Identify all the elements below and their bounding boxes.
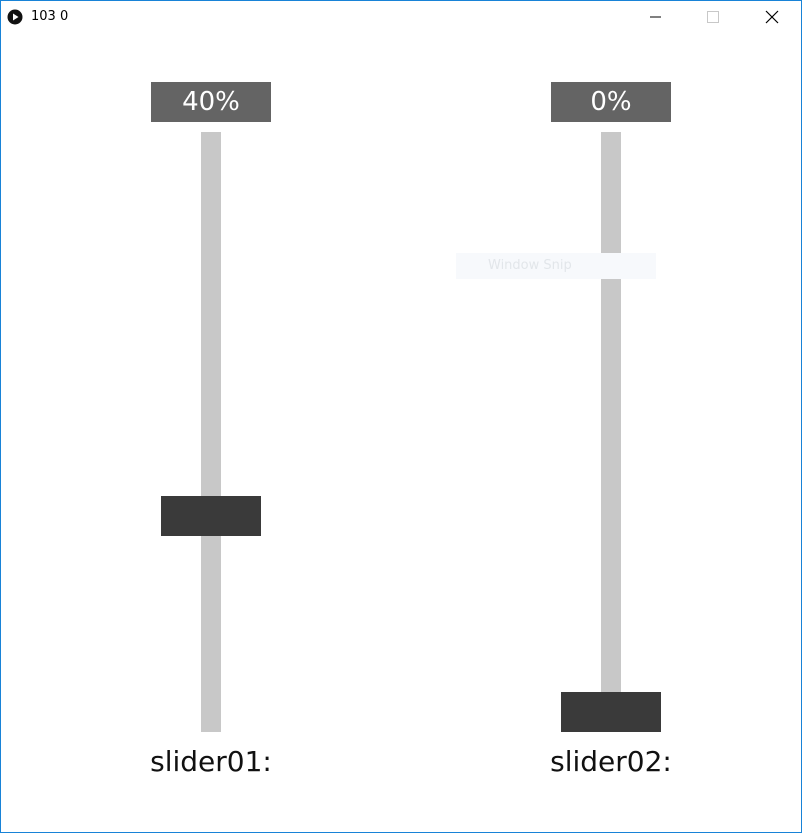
close-icon (765, 10, 779, 24)
window-snip-overlay: Window Snip (456, 253, 656, 279)
slider01-handle[interactable] (161, 496, 261, 536)
slider01-value-display: 40% (151, 82, 271, 122)
close-button[interactable] (747, 1, 793, 33)
app-play-icon (7, 9, 23, 25)
slider02-handle[interactable] (561, 692, 661, 732)
minimize-button[interactable] (633, 1, 679, 33)
title-bar[interactable]: 103 0 (1, 1, 801, 33)
slider01-track[interactable] (201, 132, 221, 732)
slider01-label: slider01: (150, 745, 272, 778)
maximize-icon (707, 11, 719, 23)
minimize-icon (650, 16, 661, 18)
window-title: 103 0 (31, 9, 69, 24)
slider02-label: slider02: (550, 745, 672, 778)
slider02-track[interactable] (601, 132, 621, 732)
slider02-value-display: 0% (551, 82, 671, 122)
maximize-button[interactable] (689, 1, 735, 33)
